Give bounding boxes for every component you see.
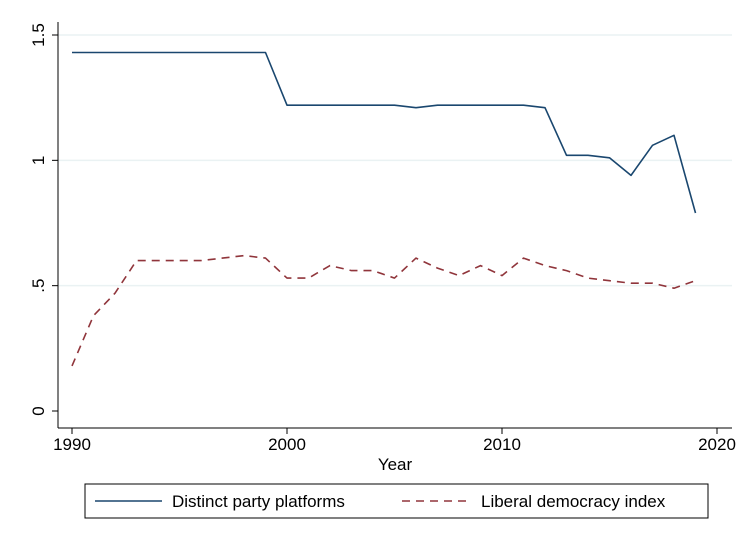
x-tick-label: 2020: [698, 435, 736, 454]
x-tick-label: 2010: [483, 435, 521, 454]
x-axis-title: Year: [378, 455, 413, 474]
legend-label-distinct-party-platforms: Distinct party platforms: [172, 492, 345, 511]
grid-lines: [58, 34, 732, 287]
y-axis-ticks: 0 .5 1 1.5: [29, 23, 58, 416]
series-lines: [71, 51, 697, 367]
x-axis-ticks: 1990 2000 2010 2020: [53, 428, 736, 454]
y-tick-label: .5: [29, 279, 48, 293]
y-tick-label: 1: [29, 156, 48, 165]
x-tick-label: 2000: [268, 435, 306, 454]
series-line-distinct-party-platforms: [72, 51, 697, 214]
legend-box: [84, 483, 709, 519]
y-tick-label: 1.5: [29, 23, 48, 47]
legend: Distinct party platforms Liberal democra…: [84, 483, 709, 519]
legend-label-liberal-democracy-index: Liberal democracy index: [481, 492, 666, 511]
axes: [57, 22, 732, 429]
x-tick-label: 1990: [53, 435, 91, 454]
y-tick-label: 0: [29, 406, 48, 415]
series-line-liberal-democracy-index: [71, 254, 696, 367]
plot-background: [58, 22, 732, 428]
